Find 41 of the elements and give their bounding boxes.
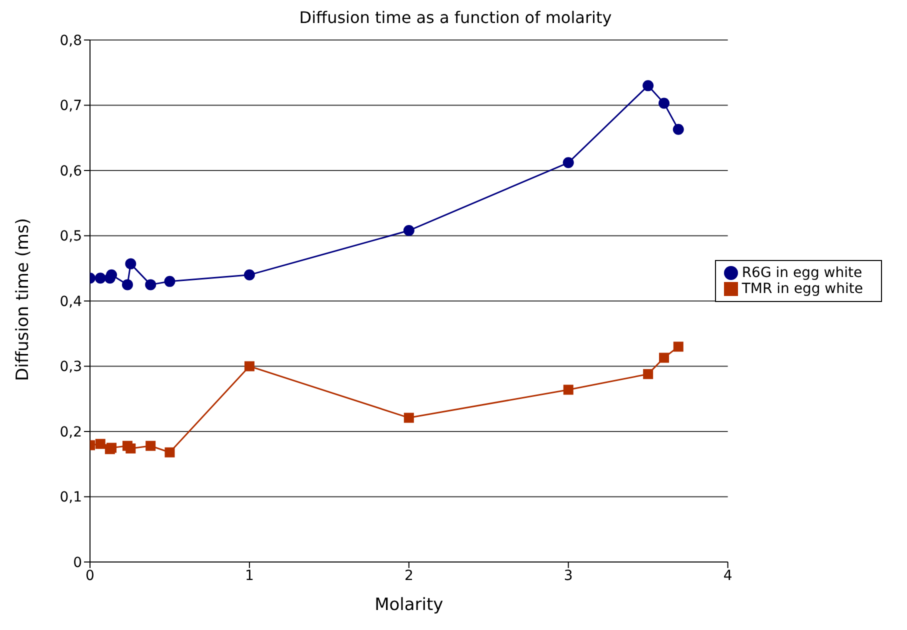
y-axis-title: Diffusion time (ms) (13, 218, 34, 381)
chart-title: Diffusion time as a function of molarity (298, 8, 613, 29)
point (106, 269, 118, 280)
x-axis-title: Molarity (374, 595, 444, 615)
point (164, 447, 175, 458)
point (146, 440, 156, 451)
point (642, 80, 654, 92)
point (404, 412, 414, 423)
point (658, 98, 670, 109)
point (562, 157, 574, 168)
point (125, 258, 136, 270)
point (672, 124, 684, 135)
point (659, 352, 670, 363)
point (244, 269, 255, 280)
y-tick-label: 0,4 (60, 294, 82, 310)
x-tick-label: 4 (723, 568, 732, 584)
x-tick-label: 2 (404, 568, 414, 584)
point (563, 384, 574, 395)
point (126, 443, 136, 454)
point (403, 225, 414, 236)
point (643, 369, 654, 380)
point (95, 438, 106, 449)
y-tick-label: 0,1 (60, 490, 82, 506)
point (244, 361, 254, 372)
point (673, 342, 684, 352)
y-tick-label: 0 (73, 554, 82, 571)
y-tick-label: 0,3 (60, 359, 82, 376)
y-tick-label: 0,5 (60, 228, 82, 245)
y-tick-label: 0,8 (60, 32, 82, 49)
y-tick-label: 0,2 (60, 424, 82, 440)
y-tick-label: 0,6 (60, 163, 82, 180)
y-tick-label: 0,7 (60, 98, 82, 114)
legend-label: TMR in egg white (742, 281, 863, 297)
point (145, 279, 156, 290)
point (94, 272, 106, 284)
x-tick-label: 3 (564, 568, 573, 584)
legend-label: R6G in egg white (742, 265, 862, 281)
point (164, 276, 176, 287)
point (122, 279, 133, 290)
x-tick-label: 1 (244, 568, 254, 584)
x-tick-label: 0 (86, 568, 94, 584)
